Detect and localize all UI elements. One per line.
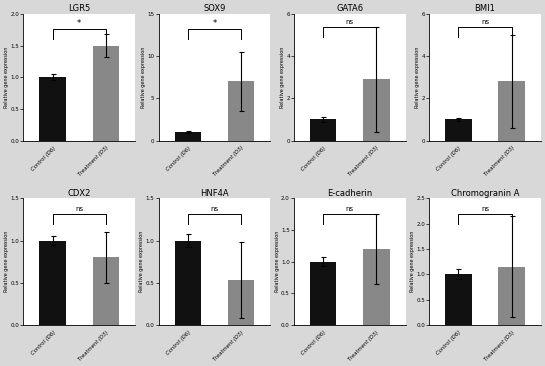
Bar: [310, 119, 336, 141]
Title: SOX9: SOX9: [203, 4, 226, 13]
Y-axis label: Relative gene expression: Relative gene expression: [415, 46, 420, 108]
Bar: [93, 46, 119, 141]
Bar: [445, 119, 471, 141]
Bar: [228, 82, 255, 141]
Text: ns: ns: [481, 19, 489, 25]
Y-axis label: Relative gene expression: Relative gene expression: [275, 231, 280, 292]
Text: ns: ns: [75, 206, 83, 212]
Title: HNF4A: HNF4A: [200, 188, 229, 198]
Y-axis label: Relative gene expression: Relative gene expression: [4, 46, 9, 108]
Title: CDX2: CDX2: [68, 188, 91, 198]
Text: *: *: [77, 19, 81, 28]
Title: BMI1: BMI1: [475, 4, 495, 13]
Bar: [310, 262, 336, 325]
Text: ns: ns: [346, 19, 354, 25]
Text: ns: ns: [210, 206, 219, 212]
Text: ns: ns: [481, 206, 489, 212]
Y-axis label: Relative gene expression: Relative gene expression: [410, 231, 415, 292]
Bar: [39, 240, 66, 325]
Bar: [174, 240, 201, 325]
Bar: [174, 132, 201, 141]
Bar: [228, 280, 255, 325]
Title: Chromogranin A: Chromogranin A: [451, 188, 519, 198]
Bar: [93, 257, 119, 325]
Bar: [39, 77, 66, 141]
Y-axis label: Relative gene expression: Relative gene expression: [280, 46, 285, 108]
Text: ns: ns: [346, 206, 354, 212]
Bar: [445, 274, 471, 325]
Y-axis label: Relative gene expression: Relative gene expression: [140, 231, 144, 292]
Title: LGR5: LGR5: [68, 4, 90, 13]
Bar: [363, 79, 390, 141]
Bar: [498, 82, 525, 141]
Title: GATA6: GATA6: [336, 4, 364, 13]
Title: E-cadherin: E-cadherin: [327, 188, 372, 198]
Y-axis label: Relative gene expression: Relative gene expression: [141, 46, 146, 108]
Bar: [498, 267, 525, 325]
Text: *: *: [213, 19, 217, 28]
Bar: [363, 249, 390, 325]
Y-axis label: Relative gene expression: Relative gene expression: [4, 231, 9, 292]
